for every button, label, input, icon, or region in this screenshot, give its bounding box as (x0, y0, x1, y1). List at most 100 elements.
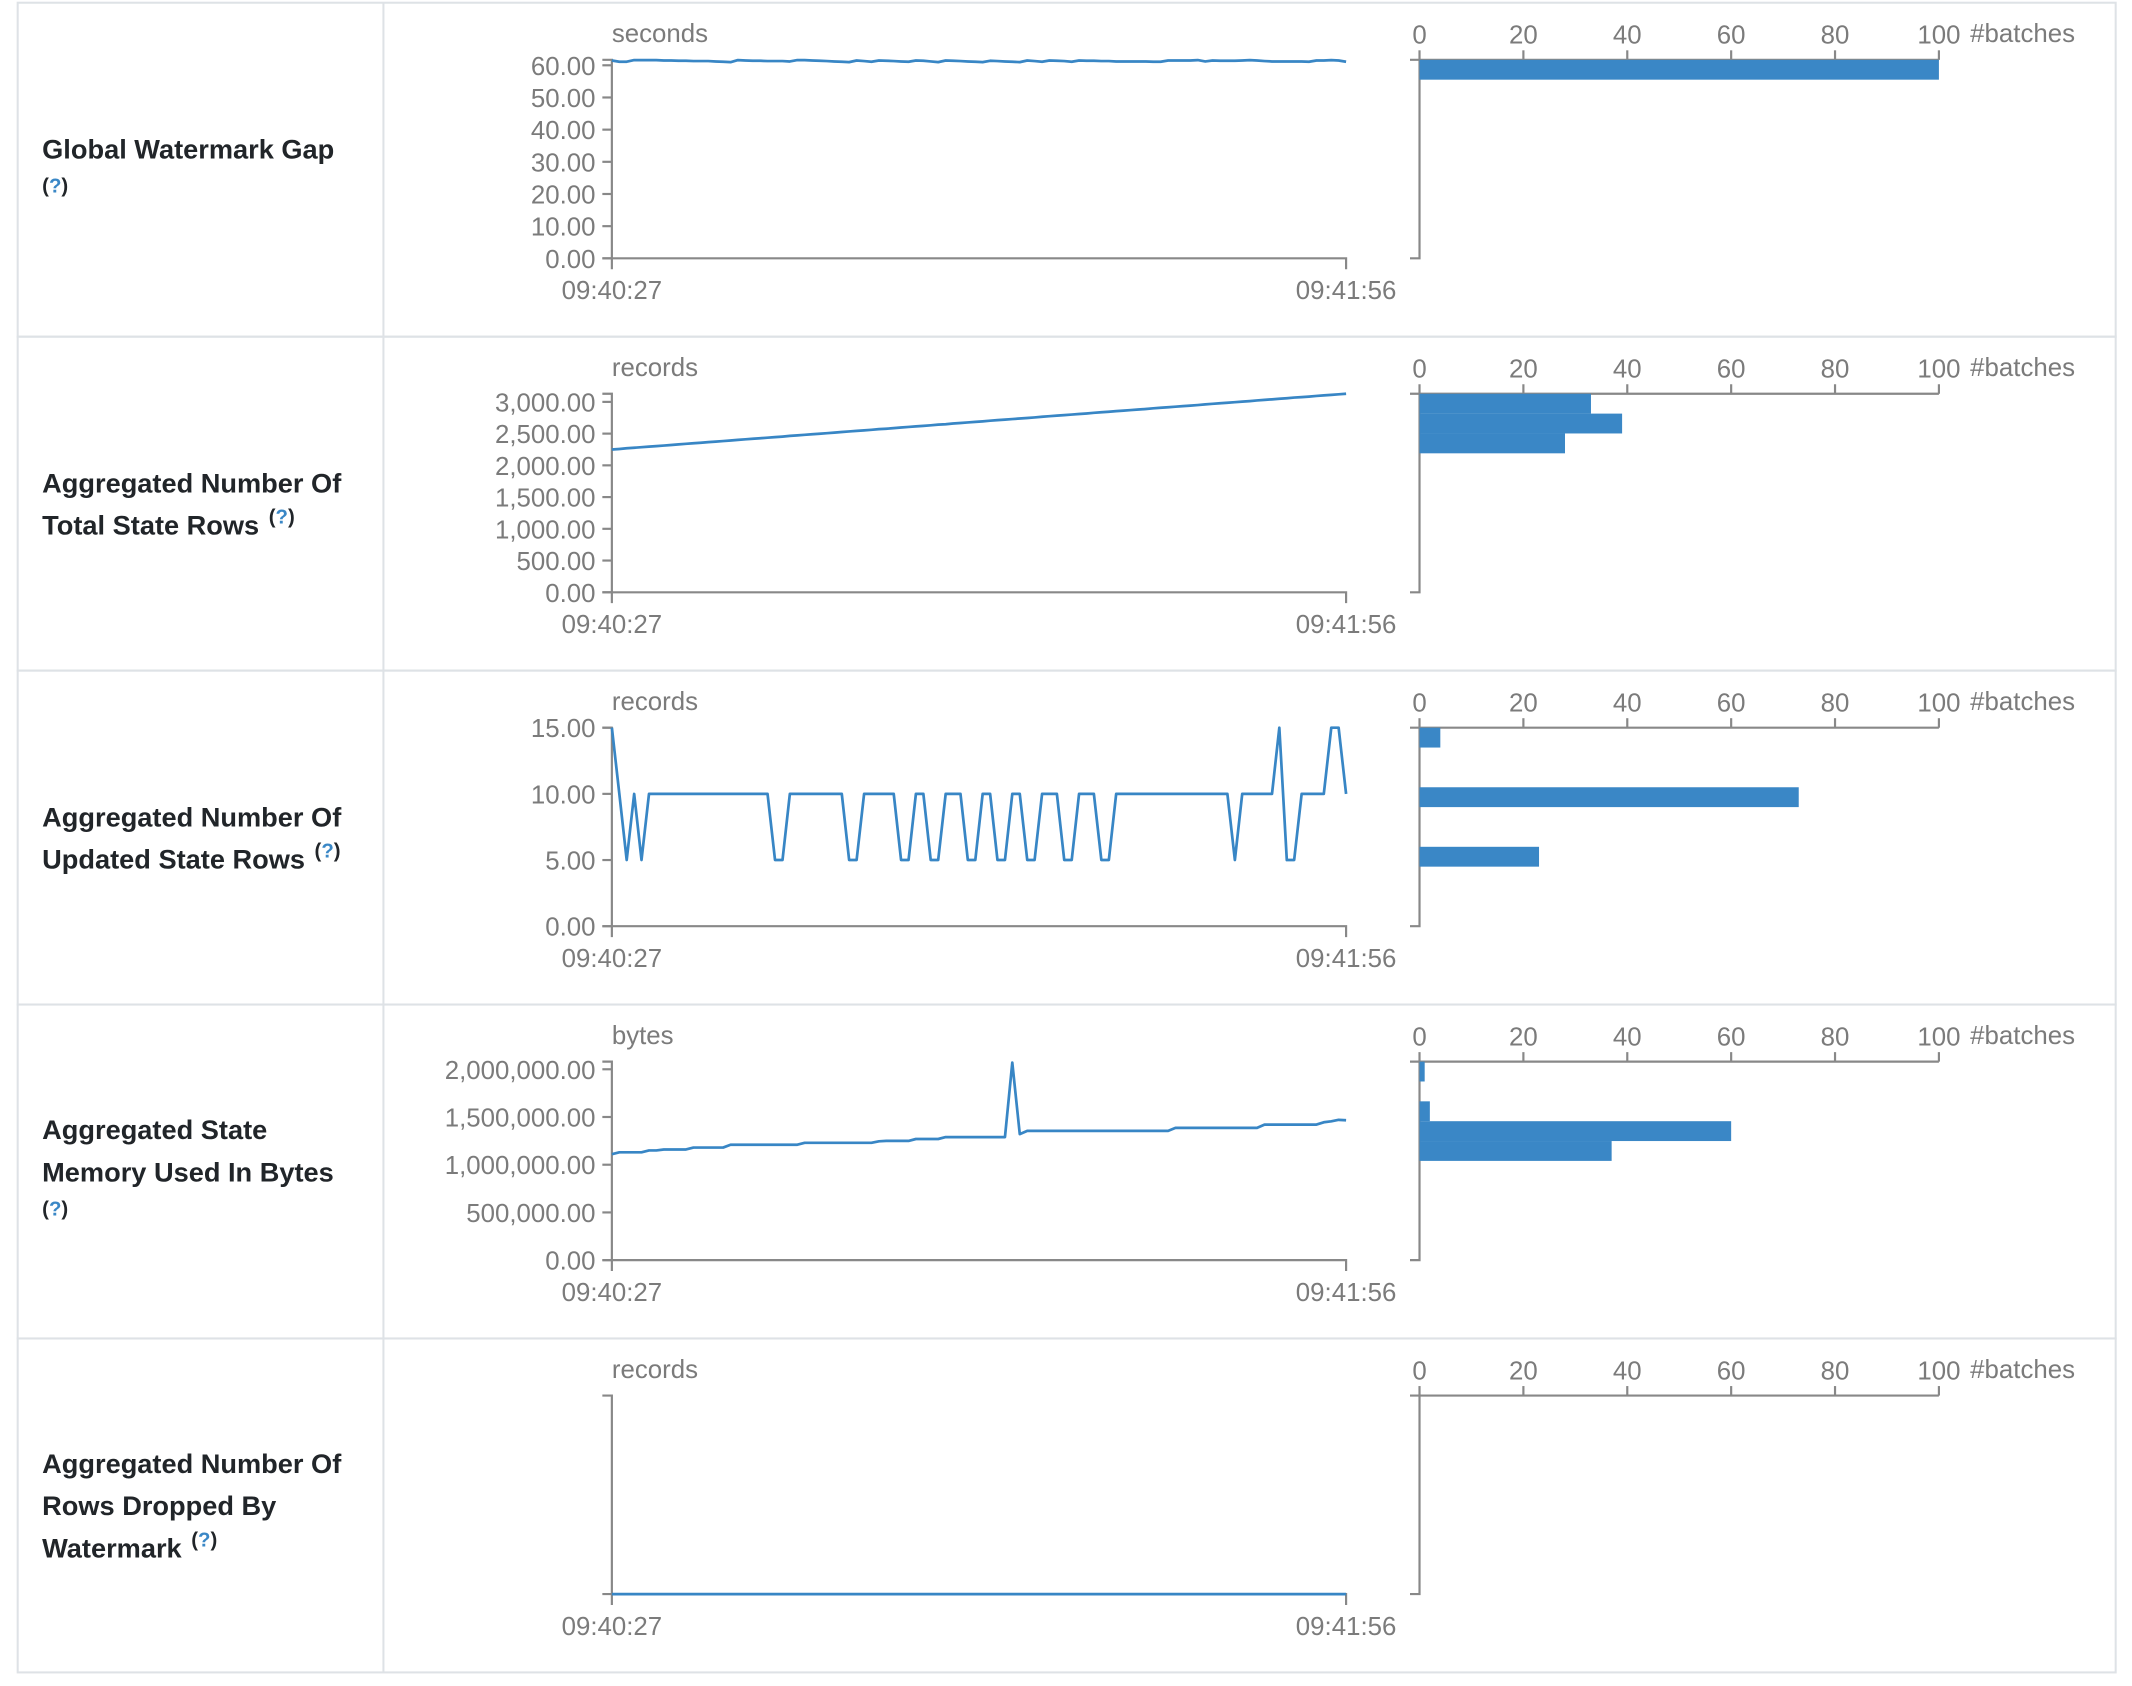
question-mark-icon: ? (276, 507, 288, 529)
help-paren: ) (61, 175, 68, 197)
help-paren: ( (42, 175, 49, 197)
row-border (16, 1337, 2117, 1674)
x-tick-label: 09:41:56 (1296, 611, 1397, 639)
histogram-x-tick-label: 60 (1717, 689, 1746, 717)
series-line (611, 392, 1347, 451)
y-tick-label: 2,000.00 (495, 453, 596, 481)
y-tick-label: 500.00 (517, 548, 596, 576)
metric-row: Aggregated Number Of Updated State Rows (?… (16, 669, 2117, 1006)
histogram-x-tick-label: 100 (1917, 689, 1960, 717)
metric-row: Aggregated Number Of Rows Dropped By Water… (16, 1337, 2117, 1674)
histogram-y-axis (1409, 1061, 1421, 1262)
x-axis (610, 1259, 1348, 1272)
series-line (611, 58, 1347, 64)
histogram-x-tick-label: 100 (1917, 22, 1960, 50)
metric-label: Aggregated State (42, 1114, 267, 1145)
x-tick-label: 09:40:27 (562, 1279, 663, 1307)
x-tick-label: 09:41:56 (1296, 945, 1397, 973)
histogram-x-axis-label: #batches (1970, 20, 2075, 48)
metric-label: Updated State Rows (42, 843, 305, 874)
histogram-chart: 0 20 40 60 80 100 #batches (1409, 1356, 2075, 1596)
histogram-x-tick-label: 60 (1717, 1357, 1746, 1385)
histogram-bar (1419, 1121, 1732, 1142)
histogram-x-tick-label: 60 (1717, 22, 1746, 50)
question-mark-icon: ? (198, 1529, 210, 1551)
metric-row: Global Watermark Gap (?) seconds 0.00 10.00 2… (16, 1, 2117, 338)
y-tick-label: 60.00 (531, 53, 596, 81)
histogram-chart: 0 20 40 60 80 100 #batches (1409, 688, 2075, 928)
x-tick-label: 09:41:56 (1296, 1279, 1397, 1307)
y-axis-unit-label: records (612, 1356, 698, 1384)
y-tick-label: 1,000,000.00 (445, 1152, 596, 1180)
metric-label: Memory Used In Bytes (42, 1156, 334, 1187)
histogram-x-tick-label: 20 (1509, 22, 1538, 50)
histogram-x-tick-label: 40 (1613, 22, 1642, 50)
row-border (16, 335, 2117, 672)
timeline-chart: records 0.00 5.00 10.00 15.00 09:40:27 09:41:5… (531, 688, 1396, 973)
help-paren: ( (42, 1198, 49, 1220)
help-paren: ( (315, 841, 322, 863)
x-tick-label: 09:41:56 (1296, 1613, 1397, 1641)
y-tick-label: 0.00 (545, 1248, 595, 1276)
question-mark-icon: ? (49, 1198, 61, 1220)
histogram-x-tick-label: 80 (1821, 22, 1850, 50)
help-tooltip-icon[interactable]: (?) (191, 1529, 217, 1551)
y-tick-label: 10.00 (531, 781, 596, 809)
histogram-x-tick-label: 60 (1717, 1023, 1746, 1051)
y-tick-label: 3,000.00 (495, 389, 596, 417)
histogram-x-tick-label: 0 (1412, 22, 1426, 50)
y-tick-label: 0.00 (545, 580, 595, 608)
series-line (610, 726, 1348, 862)
histogram-x-axis-label: #batches (1970, 1022, 2075, 1050)
histogram-chart: 0 20 40 60 80 100 #batches (1409, 1022, 2075, 1262)
help-paren: ) (334, 841, 341, 863)
x-tick-label: 09:40:27 (562, 611, 663, 639)
histogram-bar (1419, 413, 1623, 434)
y-axis-unit-label: records (612, 688, 698, 716)
metric-label: Aggregated Number Of (42, 801, 342, 832)
histogram-x-tick-label: 20 (1509, 689, 1538, 717)
histogram-chart: 0 20 40 60 80 100 #batches (1409, 20, 2075, 260)
x-tick-label: 09:41:56 (1296, 277, 1397, 305)
y-tick-label: 1,000.00 (495, 516, 596, 544)
x-axis (610, 257, 1348, 270)
help-paren: ) (210, 1529, 217, 1551)
histogram-x-tick-label: 0 (1412, 1357, 1426, 1385)
histogram-x-tick-label: 80 (1821, 1023, 1850, 1051)
help-tooltip-icon[interactable]: (?) (269, 507, 295, 529)
help-tooltip-icon[interactable]: (?) (315, 841, 341, 863)
help-paren: ( (269, 507, 276, 529)
metric-row: Aggregated Number Of Total State Rows (?) r… (16, 335, 2117, 672)
histogram-bar (1419, 59, 1939, 80)
y-tick-label: 20.00 (531, 182, 596, 210)
y-axis-unit-label: records (612, 354, 698, 382)
timeline-chart: seconds 0.00 10.00 20.00 30.00 40.00 50.00 60.0… (531, 20, 1396, 305)
help-tooltip-icon[interactable]: (?) (42, 1198, 68, 1220)
histogram-x-axis-label: #batches (1970, 688, 2075, 716)
metric-label: Rows Dropped By (42, 1490, 276, 1521)
histogram-y-axis (1409, 393, 1421, 594)
help-paren: ) (61, 1198, 68, 1220)
timeline-chart: records 0.00 500.00 1,000.00 1,500.00 2,000.0… (495, 354, 1396, 639)
x-axis (610, 1592, 1348, 1605)
y-tick-label: 50.00 (531, 85, 596, 113)
histogram-y-axis (1409, 727, 1421, 928)
help-tooltip-icon[interactable]: (?) (42, 175, 68, 197)
help-paren: ( (191, 1529, 198, 1551)
histogram-bar (1419, 727, 1441, 748)
histogram-bar (1419, 1061, 1425, 1082)
y-axis (602, 726, 613, 928)
histogram-bar (1419, 433, 1566, 454)
help-paren: ) (288, 507, 295, 529)
histogram-bar (1419, 393, 1591, 414)
histogram-x-tick-label: 40 (1613, 689, 1642, 717)
histogram-x-tick-label: 100 (1917, 1023, 1960, 1051)
y-tick-label: 1,500.00 (495, 485, 596, 513)
histogram-x-tick-label: 80 (1821, 355, 1850, 383)
histogram-bar (1419, 787, 1799, 808)
histogram-x-axis-label: #batches (1970, 354, 2075, 382)
metric-row: Aggregated State Memory Used In Bytes (?) b… (16, 1003, 2117, 1340)
histogram-x-tick-label: 0 (1412, 689, 1426, 717)
x-axis (610, 591, 1348, 604)
